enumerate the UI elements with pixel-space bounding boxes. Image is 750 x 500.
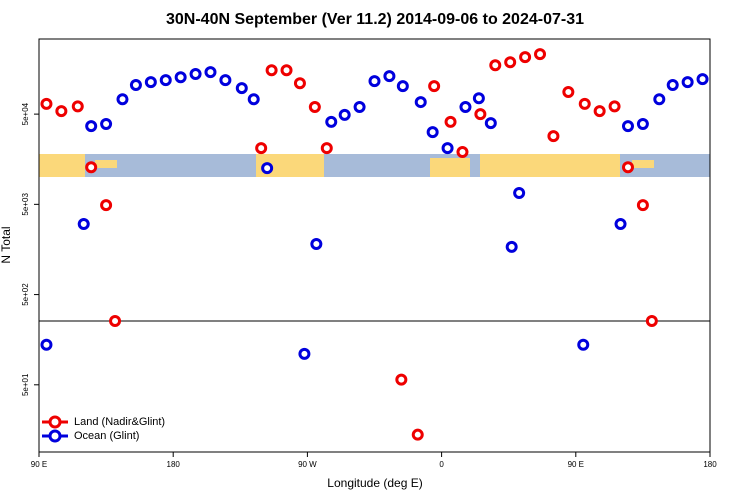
y-tick-label: 5e+03 [21, 193, 30, 216]
point [441, 142, 454, 155]
point [116, 93, 129, 106]
y-tick-label: 5e+01 [21, 373, 30, 396]
point [534, 48, 547, 61]
point [547, 130, 560, 143]
point [414, 96, 427, 109]
point [310, 237, 323, 250]
point [325, 115, 338, 128]
point [71, 100, 84, 113]
y-tick-label: 5e+04 [21, 102, 30, 125]
map-strip [39, 154, 710, 177]
point [383, 70, 396, 83]
point [666, 79, 679, 92]
x-tick-label: 90 W [298, 460, 317, 469]
point [645, 314, 658, 327]
x-tick-label: 90 E [31, 460, 47, 469]
point [562, 85, 575, 98]
point [100, 118, 113, 131]
point [489, 59, 502, 72]
point [235, 82, 248, 95]
point [144, 76, 157, 89]
legend-marker [48, 415, 62, 429]
point [129, 79, 142, 92]
legend: Land (Nadir&Glint) Ocean (Glint) [42, 415, 165, 443]
point [428, 80, 441, 93]
y-tick-label: 5e+02 [21, 283, 30, 306]
point [280, 64, 293, 77]
point [298, 347, 311, 360]
legend-label: Ocean (Glint) [74, 430, 139, 442]
point [505, 240, 518, 253]
point [109, 314, 122, 327]
point [174, 71, 187, 84]
point [85, 120, 98, 133]
point [472, 92, 485, 105]
point [593, 105, 606, 118]
point [608, 100, 621, 113]
point [255, 142, 268, 155]
x-tick-label: 180 [703, 460, 717, 469]
point [40, 97, 53, 110]
point [265, 64, 278, 77]
point [320, 142, 333, 155]
point [100, 199, 113, 212]
point [159, 74, 172, 87]
point [459, 100, 472, 113]
point [219, 74, 232, 87]
point [204, 66, 217, 79]
point [396, 80, 409, 93]
point [411, 428, 424, 441]
point [474, 108, 487, 121]
point [85, 161, 98, 174]
point [308, 100, 321, 113]
point [77, 217, 90, 230]
point [578, 97, 591, 110]
point [395, 373, 408, 386]
point [353, 100, 366, 113]
point [577, 338, 590, 351]
point [653, 93, 666, 106]
y-axis-label: N Total [0, 226, 13, 263]
point [40, 338, 53, 351]
x-tick-label: 0 [439, 460, 444, 469]
point [636, 199, 649, 212]
point [636, 118, 649, 131]
chart-title: 30N-40N September (Ver 11.2) 2014-09-06 … [166, 11, 584, 28]
point [426, 126, 439, 139]
point [614, 217, 627, 230]
point [55, 105, 68, 118]
point [261, 162, 274, 175]
point [368, 75, 381, 88]
point [621, 120, 634, 133]
x-tick-label: 90 E [568, 460, 584, 469]
point [456, 146, 469, 159]
point [519, 51, 532, 64]
point [247, 93, 260, 106]
point [696, 73, 709, 86]
legend-marker [48, 429, 62, 443]
x-tick-label: 180 [167, 460, 181, 469]
point [621, 161, 634, 174]
x-axis-label: Longitude (deg E) [327, 476, 422, 490]
point [444, 115, 457, 128]
point [504, 56, 517, 69]
legend-label: Land (Nadir&Glint) [74, 416, 165, 428]
point [189, 68, 202, 81]
point [484, 117, 497, 130]
plot-frame [38, 38, 711, 453]
point [338, 108, 351, 121]
point [293, 77, 306, 90]
point [681, 76, 694, 89]
point [513, 187, 526, 200]
